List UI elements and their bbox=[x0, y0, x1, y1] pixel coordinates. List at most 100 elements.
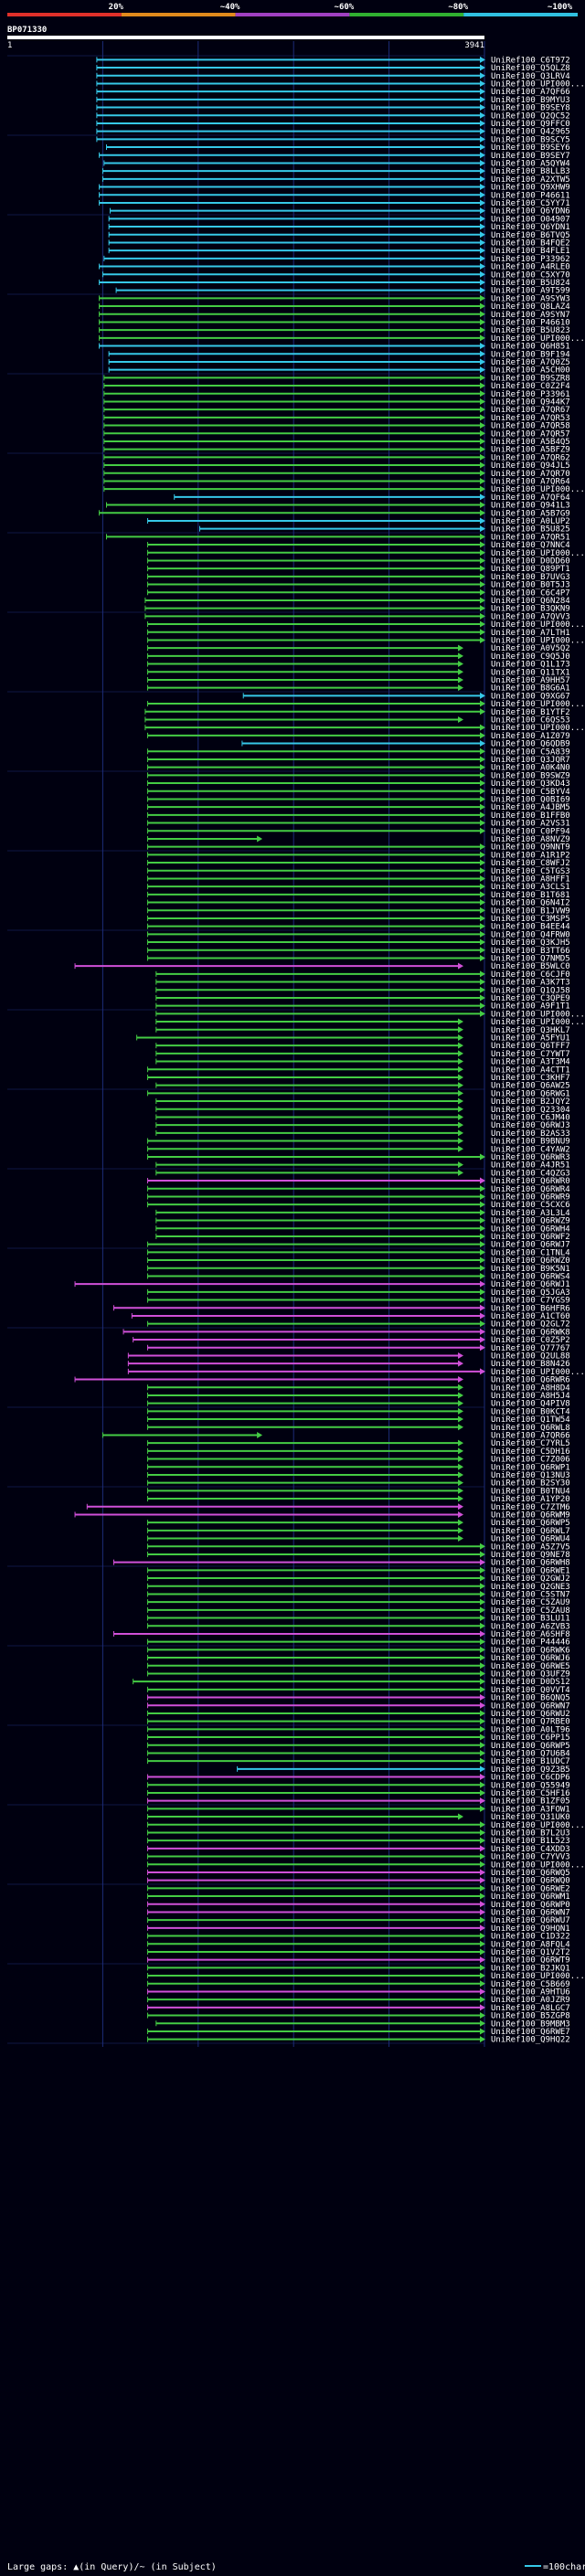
hit-label[interactable]: UniRef100_D0DD60 bbox=[491, 557, 570, 566]
hit-label[interactable]: UniRef100_A4RLE0 bbox=[491, 263, 570, 272]
hit-label[interactable]: UniRef100_A1R1P2 bbox=[491, 851, 570, 860]
hit-row[interactable]: UniRef100_A0LT96 bbox=[147, 1725, 570, 1734]
hit-label[interactable]: UniRef100_A2VS31 bbox=[491, 820, 570, 829]
hit-label[interactable]: UniRef100_Q6N284 bbox=[491, 597, 570, 606]
hit-label[interactable]: UniRef100_Q3LRV4 bbox=[491, 72, 570, 81]
hit-label[interactable]: UniRef100_UPI000... bbox=[491, 549, 585, 558]
hit-row[interactable]: UniRef100_A1YP20 bbox=[147, 1495, 570, 1504]
hit-row[interactable]: UniRef100_A7QF66 bbox=[96, 88, 570, 97]
hit-label[interactable]: UniRef100_Q6RWP5 bbox=[491, 1519, 570, 1528]
hit-row[interactable]: UniRef100_B9SWZ9 bbox=[147, 771, 570, 780]
hit-row[interactable]: UniRef100_B3QKN9 bbox=[144, 605, 570, 614]
hit-row[interactable]: UniRef100_Q6RWP0 bbox=[147, 1901, 570, 1910]
hit-row[interactable]: UniRef100_B5U823 bbox=[99, 326, 570, 335]
hit-label[interactable]: UniRef100_C6CDP6 bbox=[491, 1774, 570, 1783]
hit-row[interactable]: UniRef100_C7YVV3 bbox=[147, 1853, 570, 1862]
hit-label[interactable]: UniRef100_C9Q5J0 bbox=[491, 652, 570, 662]
hit-row[interactable]: UniRef100_C1D322 bbox=[147, 1933, 570, 1942]
hit-row[interactable]: UniRef100_B5WLC0 bbox=[74, 962, 570, 971]
hit-row[interactable]: UniRef100_A7QR70 bbox=[103, 470, 570, 479]
hit-row[interactable]: UniRef100_Q1QJ58 bbox=[155, 986, 570, 995]
hit-row[interactable]: UniRef100_Q7NNC4 bbox=[147, 541, 570, 550]
hit-row[interactable]: UniRef100_B5U825 bbox=[199, 525, 570, 535]
hit-row[interactable]: UniRef100_B8LLB3 bbox=[102, 167, 570, 176]
hit-row[interactable]: UniRef100_Q6RWF2 bbox=[155, 1233, 570, 1242]
hit-row[interactable]: UniRef100_Q6RWE2 bbox=[147, 1884, 570, 1893]
hit-row[interactable]: UniRef100_C5DH16 bbox=[147, 1447, 570, 1457]
hit-row[interactable]: UniRef100_C7YRL5 bbox=[147, 1439, 570, 1448]
hit-row[interactable]: UniRef100_C0Z2F4 bbox=[103, 382, 570, 391]
hit-label[interactable]: UniRef100_A5Z7V5 bbox=[491, 1542, 570, 1552]
hit-label[interactable]: UniRef100_Q6RWK6 bbox=[491, 1646, 570, 1655]
hit-row[interactable]: UniRef100_B0KCT4 bbox=[147, 1407, 570, 1416]
hit-label[interactable]: UniRef100_B2JQY2 bbox=[491, 1097, 570, 1107]
hit-label[interactable]: UniRef100_Q6RWP1 bbox=[491, 1463, 570, 1472]
hit-label[interactable]: UniRef100_A9F1T1 bbox=[491, 1002, 570, 1012]
hit-label[interactable]: UniRef100_B8LLB3 bbox=[491, 167, 570, 176]
hit-row[interactable]: UniRef100_A8LGC7 bbox=[147, 2004, 570, 2013]
hit-row[interactable]: UniRef100_P33962 bbox=[103, 255, 570, 264]
hit-label[interactable]: UniRef100_A3FOW1 bbox=[491, 1805, 570, 1814]
hit-label[interactable]: UniRef100_A0V5Q2 bbox=[491, 644, 570, 653]
hit-label[interactable]: UniRef100_Q6RWR0 bbox=[491, 1177, 570, 1186]
hit-label[interactable]: UniRef100_A7QR62 bbox=[491, 453, 570, 462]
hit-row[interactable]: UniRef100_A9HTU6 bbox=[147, 1988, 570, 1997]
hit-row[interactable]: UniRef100_Q6RWT9 bbox=[147, 1956, 570, 1966]
hit-row[interactable]: UniRef100_C5A839 bbox=[147, 747, 570, 757]
hit-row[interactable]: UniRef100_A7QR51 bbox=[106, 533, 570, 542]
hit-label[interactable]: UniRef100_Q9XG67 bbox=[491, 692, 570, 701]
hit-label[interactable]: UniRef100_UPI000... bbox=[491, 334, 585, 344]
hit-row[interactable]: UniRef100_B9F194 bbox=[108, 350, 570, 359]
hit-row[interactable]: UniRef100_UPI000... bbox=[155, 1018, 585, 1027]
hit-label[interactable]: UniRef100_B9BNU9 bbox=[491, 1138, 570, 1147]
hit-label[interactable]: UniRef100_C8WFJ2 bbox=[491, 859, 570, 868]
hit-row[interactable]: UniRef100_B9BNU9 bbox=[147, 1138, 570, 1147]
hit-row[interactable]: UniRef100_B2JKQ1 bbox=[147, 1964, 570, 1973]
hit-row[interactable]: UniRef100_Q6RWJ1 bbox=[74, 1280, 570, 1289]
hit-row[interactable]: UniRef100_UPI000... bbox=[147, 1860, 585, 1870]
hit-row[interactable]: UniRef100_B8G6A1 bbox=[147, 684, 570, 694]
hit-row[interactable]: UniRef100_Q6RWE7 bbox=[147, 2028, 570, 2037]
hit-label[interactable]: UniRef100_O04907 bbox=[491, 215, 570, 224]
hit-row[interactable]: UniRef100_Q6RWR6 bbox=[74, 1376, 570, 1385]
hit-row[interactable]: UniRef100_Q55949 bbox=[147, 1781, 570, 1790]
hit-row[interactable]: UniRef100_Q2QC52 bbox=[96, 111, 570, 121]
hit-label[interactable]: UniRef100_B9F194 bbox=[491, 350, 570, 359]
hit-row[interactable]: UniRef100_Q2GWJ2 bbox=[147, 1574, 570, 1584]
hit-label[interactable]: UniRef100_Q6RWJ6 bbox=[491, 1654, 570, 1663]
hit-label[interactable]: UniRef100_Q0VVT4 bbox=[491, 1686, 570, 1695]
hit-label[interactable]: UniRef100_Q4PIV8 bbox=[491, 1400, 570, 1409]
hit-label[interactable]: UniRef100_Q1V2T2 bbox=[491, 1948, 570, 1957]
hit-row[interactable]: UniRef100_Q6RWP5 bbox=[147, 1519, 570, 1528]
hit-label[interactable]: UniRef100_C5TGS3 bbox=[491, 867, 570, 876]
hit-label[interactable]: UniRef100_Q3HKL7 bbox=[491, 1026, 570, 1035]
hit-label[interactable]: UniRef100_A9SYW3 bbox=[491, 294, 570, 303]
hit-label[interactable]: UniRef100_C6T972 bbox=[491, 56, 570, 65]
hit-label[interactable]: UniRef100_C4QZG3 bbox=[491, 1169, 570, 1178]
hit-row[interactable]: UniRef100_Q6RWN7 bbox=[147, 1701, 570, 1711]
hit-label[interactable]: UniRef100_Q9HQ22 bbox=[491, 2036, 570, 2045]
hit-row[interactable]: UniRef100_B5ZGP8 bbox=[147, 2012, 570, 2021]
hit-label[interactable]: UniRef100_C5ZAU9 bbox=[491, 1598, 570, 1607]
hit-label[interactable]: UniRef100_A7QR67 bbox=[491, 406, 570, 415]
hit-label[interactable]: UniRef100_Q6QDB9 bbox=[491, 740, 570, 749]
hit-row[interactable]: UniRef100_A1Z079 bbox=[147, 732, 570, 741]
hit-label[interactable]: UniRef100_B2JKQ1 bbox=[491, 1964, 570, 1973]
hit-label[interactable]: UniRef100_B1UDC7 bbox=[491, 1757, 570, 1766]
hit-row[interactable]: UniRef100_Q1L173 bbox=[147, 661, 570, 670]
hit-row[interactable]: UniRef100_Q6RWH4 bbox=[155, 1224, 570, 1234]
hit-row[interactable]: UniRef100_C6CDP6 bbox=[147, 1774, 570, 1783]
hit-row[interactable]: UniRef100_UPI000... bbox=[144, 724, 585, 733]
hit-row[interactable]: UniRef100_Q23304 bbox=[155, 1106, 570, 1115]
hit-row[interactable]: UniRef100_Q6RWP5 bbox=[147, 1742, 570, 1751]
hit-label[interactable]: UniRef100_Q9HQN1 bbox=[491, 1924, 570, 1934]
hit-label[interactable]: UniRef100_Q4FRW0 bbox=[491, 930, 570, 939]
hit-label[interactable]: UniRef100_Q6RWE1 bbox=[491, 1566, 570, 1575]
hit-row[interactable]: UniRef100_C6CJF0 bbox=[155, 970, 570, 980]
hit-label[interactable]: UniRef100_Q6RWJ3 bbox=[491, 1121, 570, 1130]
hit-row[interactable]: UniRef100_B0T5J3 bbox=[147, 581, 570, 590]
hit-row[interactable]: UniRef100_Q6RWJ7 bbox=[147, 1241, 570, 1250]
hit-label[interactable]: UniRef100_C0PF94 bbox=[491, 827, 570, 836]
hit-label[interactable]: UniRef100_UPI000... bbox=[491, 1972, 585, 1981]
hit-label[interactable]: UniRef100_A7QR70 bbox=[491, 470, 570, 479]
